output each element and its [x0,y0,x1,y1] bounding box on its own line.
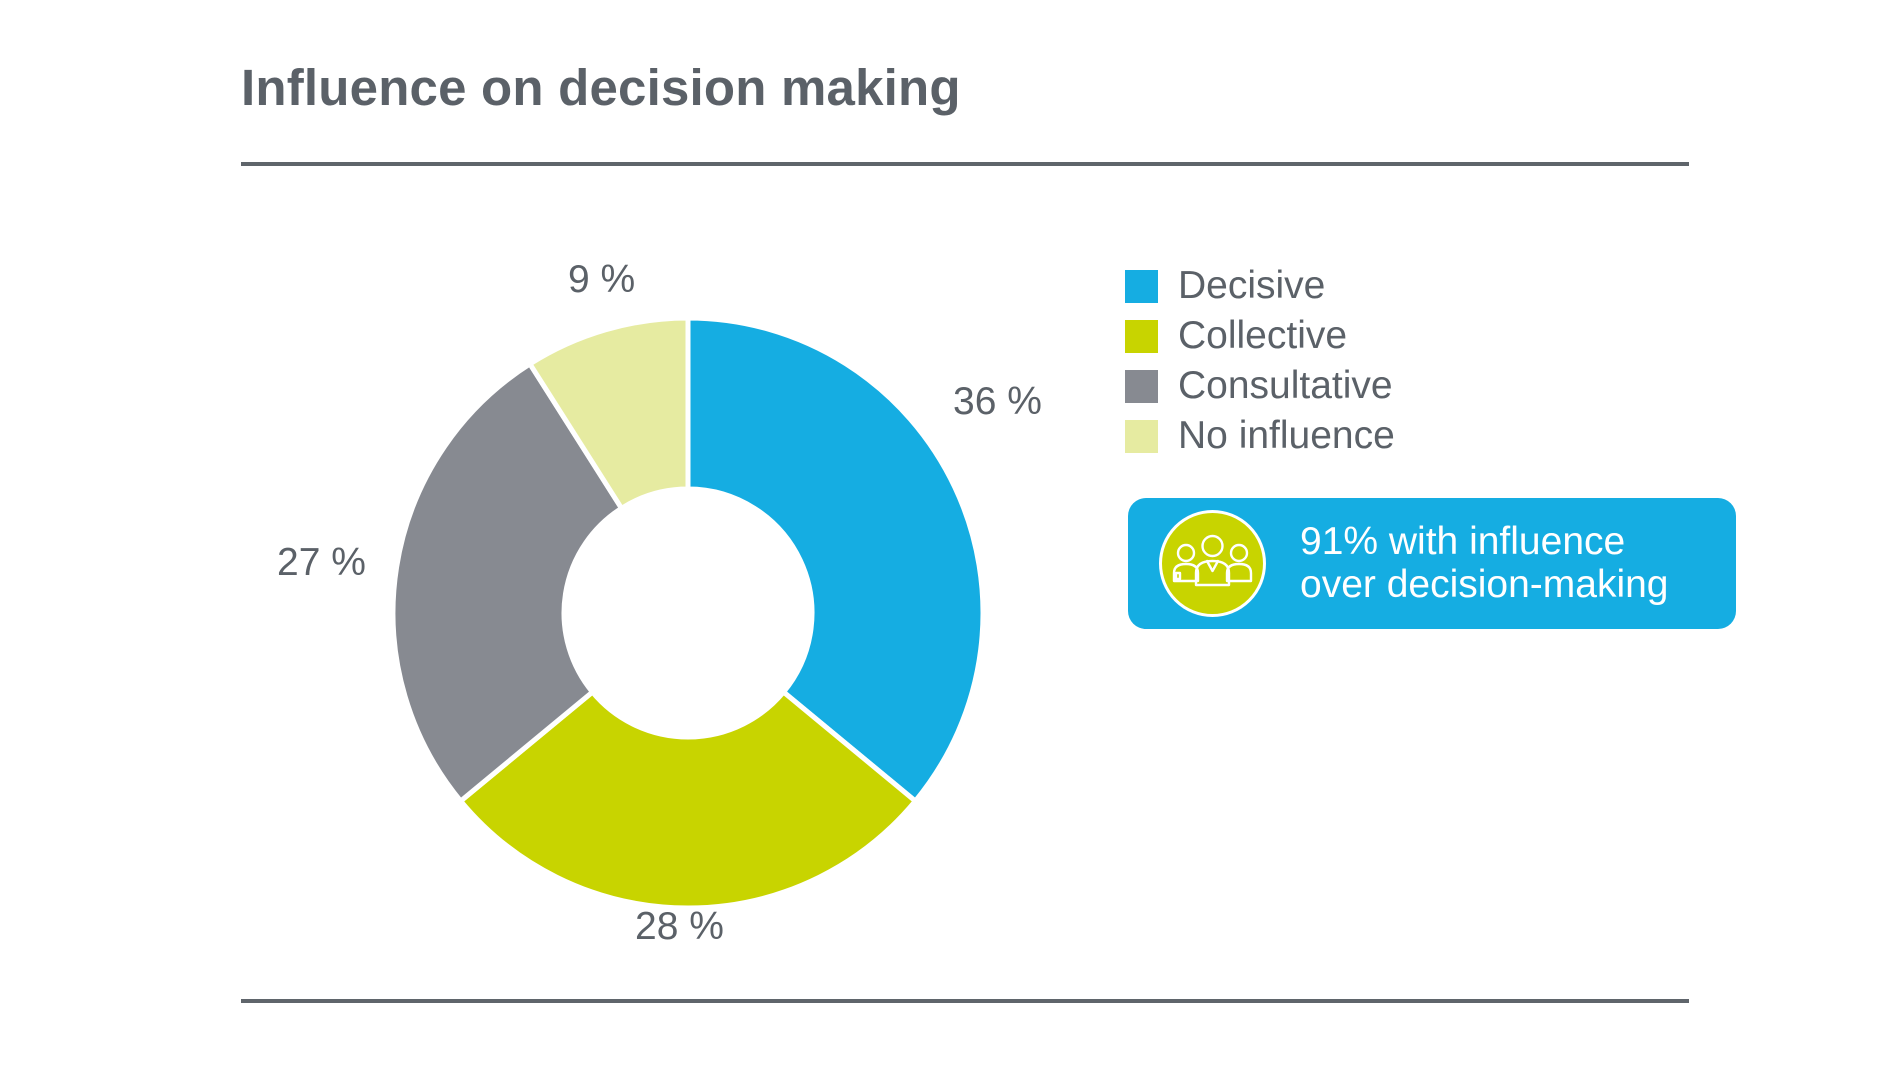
legend-label-no-influence: No influence [1178,414,1395,457]
slice-label-decisive: 36 % [953,380,1042,423]
chart-title: Influence on decision making [241,59,961,116]
legend-swatch-decisive [1125,269,1158,303]
legend-item-collective: Collective [1125,311,1395,361]
group-of-people-icon [1159,510,1266,617]
bottom-divider [241,999,1689,1003]
slice-label-no-influence: 9 % [568,258,636,301]
slice-label-collective: 28 % [635,905,724,948]
legend-label-decisive: Decisive [1178,264,1326,307]
legend-swatch-consultative [1125,369,1158,403]
legend: Decisive Collective Consultative No infl… [1125,261,1395,461]
donut-slice-no-influence [526,315,691,512]
top-divider [241,162,1689,166]
legend-item-no-influence: No influence [1125,411,1395,461]
legend-item-decisive: Decisive [1125,261,1395,311]
influence-callout: 91% with influence over decision-making [1128,498,1736,629]
legend-label-collective: Collective [1178,314,1348,357]
callout-line-2: over decision-making [1300,563,1669,606]
donut-slice-decisive [685,315,986,805]
legend-label-consultative: Consultative [1178,364,1393,407]
donut-slice-collective [457,688,919,911]
slice-label-consultative: 27 % [277,541,366,584]
donut-slice-consultative [390,360,626,805]
legend-swatch-no-influence [1125,419,1158,453]
callout-text: 91% with influence over decision-making [1300,520,1669,606]
legend-item-consultative: Consultative [1125,361,1395,411]
callout-line-1: 91% with influence [1300,520,1626,563]
legend-swatch-collective [1125,319,1158,353]
